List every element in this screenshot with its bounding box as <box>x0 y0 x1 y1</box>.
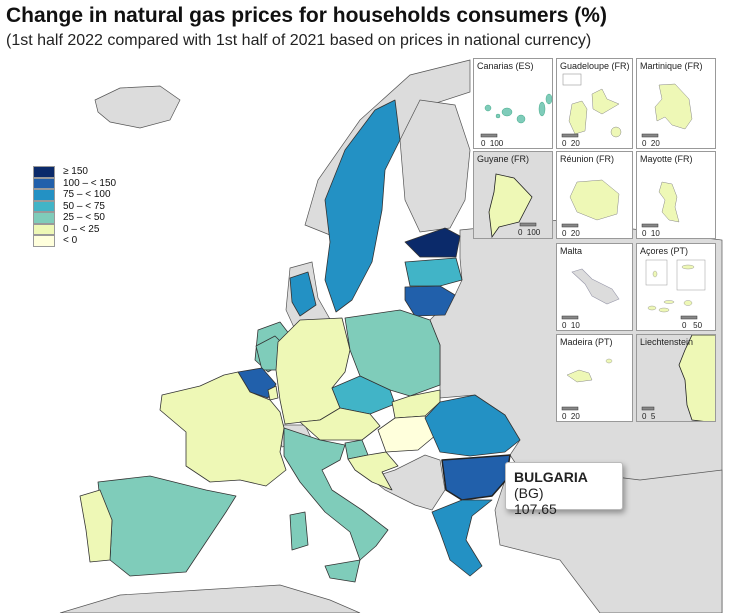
inset-label: Liechtenstein <box>640 337 694 347</box>
scale-min: 0 <box>562 229 567 238</box>
scale-max: 50 <box>693 321 703 330</box>
country-austria[interactable] <box>299 407 381 441</box>
legend-item: < 0 <box>33 235 116 247</box>
scale-min: 0 <box>562 321 567 330</box>
balkans <box>369 454 446 511</box>
scale-max: 100 <box>526 228 541 237</box>
legend-swatch <box>33 166 55 178</box>
inset-mayotte: Mayotte (FR) 0 10 <box>636 151 716 239</box>
scale-min: 0 <box>562 139 567 148</box>
scale-min: 0 <box>642 229 647 238</box>
map-subtitle: (1st half 2022 compared with 1st half of… <box>6 32 592 49</box>
scale-min: 0 <box>682 321 687 330</box>
legend-item: 0 – < 25 <box>33 223 116 235</box>
scale-min: 0 <box>642 139 647 148</box>
legend-item: 50 – < 75 <box>33 200 116 212</box>
inset-label: Malta <box>560 246 583 256</box>
inset-label: Mayotte (FR) <box>640 154 693 164</box>
scale-max: 100 <box>489 139 504 148</box>
country-sweden[interactable] <box>324 99 401 313</box>
country-italy-sardinia[interactable] <box>289 511 309 551</box>
country-croatia[interactable] <box>347 451 399 491</box>
legend: ≥ 150 100 – < 150 75 – < 100 50 – < 75 2… <box>33 166 116 247</box>
scale-max: 10 <box>650 229 660 238</box>
inset-madeira: Madeira (PT) 0 20 <box>556 334 633 422</box>
country-greece[interactable] <box>431 499 493 577</box>
country-germany[interactable] <box>275 317 351 425</box>
scale-max: 20 <box>570 229 580 238</box>
tooltip-country: BULGARIA <box>514 469 588 485</box>
legend-swatch <box>33 223 55 235</box>
country-latvia[interactable] <box>404 257 463 287</box>
inset-guyane: Guyane (FR) 0 100 <box>473 151 553 239</box>
inset-label: Réunion (FR) <box>560 154 615 164</box>
legend-item: 100 – < 150 <box>33 177 117 189</box>
scale-min: 0 <box>481 139 486 148</box>
legend-label: 50 – < 75 <box>63 200 105 212</box>
inset-label: Madeira (PT) <box>560 337 613 347</box>
scale-max: 20 <box>570 139 580 148</box>
inset-liechtenstein: Liechtenstein 0 5 <box>636 334 716 422</box>
legend-item: 75 – < 100 <box>33 189 116 201</box>
inset-guadeloupe: Guadeloupe (FR) 0 20 <box>556 58 633 149</box>
scale-max: 20 <box>570 412 580 421</box>
inset-label: Martinique (FR) <box>640 61 703 71</box>
country-poland[interactable] <box>344 309 441 397</box>
inset-reunion: Réunion (FR) 0 20 <box>556 151 633 239</box>
legend-swatch <box>33 235 55 247</box>
scale-max: 20 <box>650 139 660 148</box>
finland <box>399 99 471 233</box>
legend-label: 100 – < 150 <box>63 177 117 189</box>
legend-swatch <box>33 189 55 201</box>
inset-canarias: Canarias (ES) 0 100 <box>473 58 553 149</box>
legend-label: < 0 <box>63 235 78 247</box>
legend-label: 75 – < 100 <box>63 189 111 201</box>
inset-malta: Malta 0 10 <box>556 243 633 331</box>
country-italy-sicily[interactable] <box>324 559 361 583</box>
scale-min: 0 <box>518 228 523 237</box>
map-title: Change in natural gas prices for househo… <box>6 4 607 27</box>
country-denmark[interactable] <box>289 271 317 317</box>
country-estonia[interactable] <box>404 227 461 258</box>
country-lithuania[interactable] <box>404 285 456 317</box>
country-france[interactable] <box>159 371 287 487</box>
inset-label: Guadeloupe (FR) <box>560 61 630 71</box>
inset-acores: Açores (PT) 0 50 <box>636 243 716 331</box>
legend-label: ≥ 150 <box>63 166 88 178</box>
country-bulgaria[interactable] <box>441 454 511 501</box>
iceland <box>94 85 181 129</box>
legend-swatch <box>33 200 55 212</box>
country-italy[interactable] <box>283 427 389 561</box>
inset-label: Guyane (FR) <box>477 154 530 164</box>
inset-label: Canarias (ES) <box>477 61 534 71</box>
legend-swatch <box>33 212 55 224</box>
tooltip-code: (BG) <box>514 485 544 501</box>
scale-min: 0 <box>642 412 647 421</box>
legend-label: 25 – < 50 <box>63 212 105 224</box>
legend-swatch <box>33 177 55 189</box>
legend-label: 0 – < 25 <box>63 223 100 235</box>
scale-min: 0 <box>562 412 567 421</box>
inset-label: Açores (PT) <box>640 246 689 256</box>
tooltip-value: 107.65 <box>514 501 557 517</box>
country-luxembourg[interactable] <box>267 385 279 401</box>
country-portugal[interactable] <box>79 489 113 563</box>
inset-martinique: Martinique (FR) 0 20 <box>636 58 716 149</box>
legend-item: ≥ 150 <box>33 166 116 178</box>
scale-max: 10 <box>570 321 580 330</box>
legend-item: 25 – < 50 <box>33 212 116 224</box>
north-africa <box>59 584 361 613</box>
country-romania[interactable] <box>424 394 521 457</box>
country-tooltip: BULGARIA (BG) 107.65 <box>505 462 623 517</box>
scale-max: 5 <box>650 412 656 421</box>
